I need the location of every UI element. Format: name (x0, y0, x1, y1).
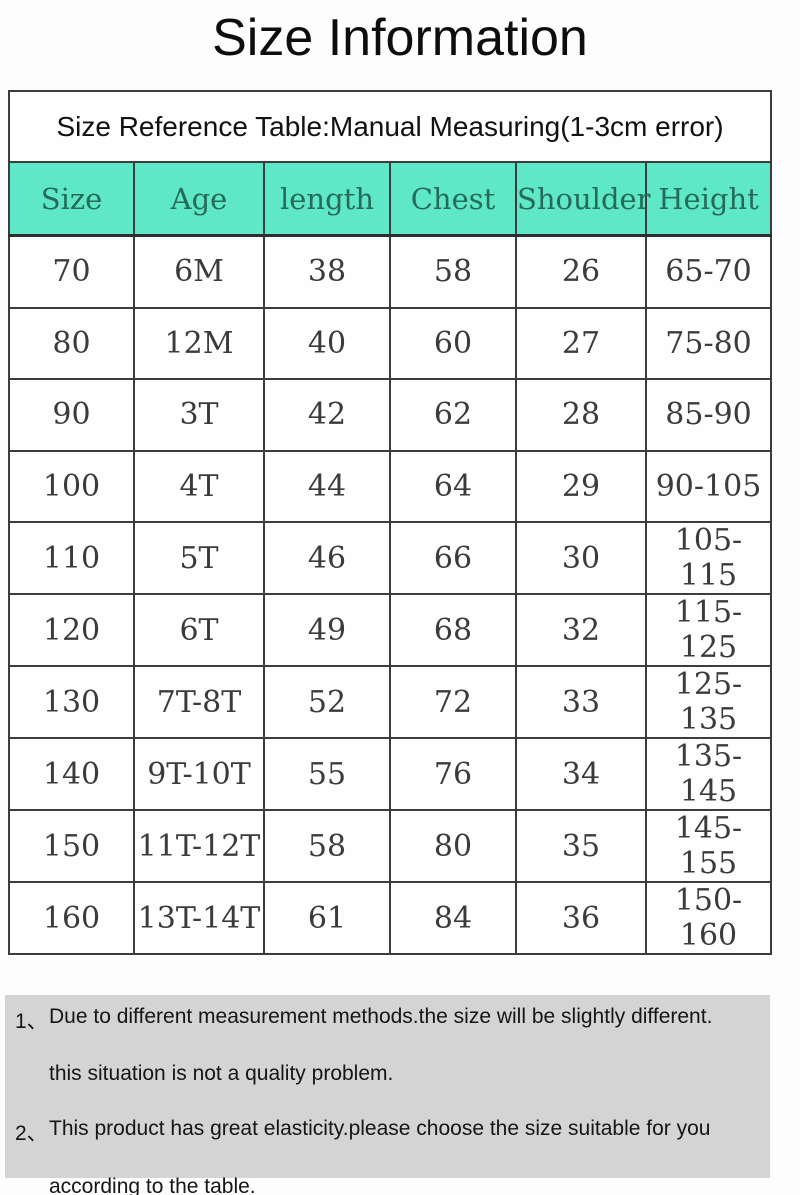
cell-shoulder: 32 (515, 593, 647, 667)
cell-height: 75-80 (644, 306, 773, 380)
note-2-line-1: 2、 This product has great elasticity.ple… (5, 1117, 770, 1147)
column-header-shoulder: Shoulder (515, 161, 651, 237)
table-row: 80 12M 40 60 27 75-80 (8, 306, 773, 380)
cell-height: 65-70 (644, 234, 773, 309)
cell-age: 11T-12T (133, 809, 265, 883)
note-1-line-1: 1、 Due to different measurement methods.… (5, 1005, 770, 1035)
cell-length: 38 (263, 234, 391, 309)
page-title: Size Information (212, 9, 588, 67)
cell-chest: 72 (389, 665, 517, 739)
cell-length: 40 (263, 306, 391, 380)
cell-shoulder: 33 (515, 665, 647, 739)
note-2-text: This product has great elasticity.please… (49, 1117, 711, 1140)
cell-shoulder: 36 (515, 881, 647, 955)
cell-chest: 80 (389, 809, 517, 883)
cell-height: 150-160 (644, 881, 773, 955)
cell-age: 13T-14T (133, 881, 265, 955)
cell-height: 145-155 (644, 809, 773, 883)
cell-shoulder: 26 (515, 234, 647, 309)
table-row: 150 11T-12T 58 80 35 145-155 (8, 809, 773, 883)
cell-chest: 66 (389, 521, 517, 595)
column-header-age: Age (133, 161, 265, 237)
column-header-length: length (263, 161, 391, 237)
table-row: 140 9T-10T 55 76 34 135-145 (8, 737, 773, 811)
note-2-marker: 2、 (15, 1122, 48, 1145)
cell-height: 135-145 (644, 737, 773, 811)
table-row: 90 3T 42 62 28 85-90 (8, 378, 773, 452)
cell-size: 110 (8, 521, 135, 595)
note-1-line-2: this situation is not a quality problem. (5, 1062, 770, 1086)
cell-length: 61 (263, 881, 391, 955)
table-caption: Size Reference Table:Manual Measuring(1-… (7, 90, 773, 163)
cell-shoulder: 29 (515, 449, 647, 523)
cell-chest: 84 (389, 881, 517, 955)
cell-size: 70 (8, 234, 135, 309)
table-header-row: Size Age length Chest Shoulder Height (8, 161, 773, 237)
cell-size: 130 (8, 665, 135, 739)
cell-shoulder: 27 (515, 306, 647, 380)
cell-height: 85-90 (644, 378, 773, 452)
cell-shoulder: 35 (515, 809, 647, 883)
cell-age: 5T (133, 521, 265, 595)
cell-chest: 68 (389, 593, 517, 667)
notes-panel: 1、 Due to different measurement methods.… (5, 995, 770, 1195)
cell-age: 3T (133, 378, 265, 452)
column-header-chest: Chest (389, 161, 517, 237)
cell-chest: 64 (389, 449, 517, 523)
cell-length: 44 (263, 449, 391, 523)
cell-age: 6M (133, 234, 265, 309)
table-row: 110 5T 46 66 30 105-115 (8, 521, 773, 595)
cell-size: 120 (8, 593, 135, 667)
table-row: 120 6T 49 68 32 115-125 (8, 593, 773, 667)
cell-chest: 76 (389, 737, 517, 811)
column-header-size: Size (8, 161, 135, 237)
cell-length: 58 (263, 809, 391, 883)
cell-size: 160 (8, 881, 135, 955)
note-1-text: Due to different measurement methods.the… (49, 1005, 713, 1028)
size-reference-table: Size Reference Table:Manual Measuring(1-… (7, 90, 773, 955)
cell-shoulder: 34 (515, 737, 647, 811)
cell-size: 150 (8, 809, 135, 883)
cell-age: 9T-10T (133, 737, 265, 811)
cell-age: 6T (133, 593, 265, 667)
table-row: 130 7T-8T 52 72 33 125-135 (8, 665, 773, 739)
note-2-text-continued: according to the table. (49, 1175, 256, 1195)
table-row: 160 13T-14T 61 84 36 150-160 (8, 881, 773, 955)
cell-age: 7T-8T (133, 665, 265, 739)
note-2-line-2: according to the table. (5, 1175, 770, 1195)
table-row: 100 4T 44 64 29 90-105 (8, 449, 773, 523)
table-caption-row: Size Reference Table:Manual Measuring(1-… (7, 90, 773, 163)
cell-shoulder: 28 (515, 378, 647, 452)
note-1-marker: 1、 (15, 1010, 48, 1033)
cell-shoulder: 30 (515, 521, 647, 595)
cell-chest: 62 (389, 378, 517, 452)
cell-age: 4T (133, 449, 265, 523)
cell-length: 55 (263, 737, 391, 811)
cell-length: 52 (263, 665, 391, 739)
cell-height: 105-115 (644, 521, 773, 595)
table-row: 70 6M 38 58 26 65-70 (8, 234, 773, 309)
cell-length: 49 (263, 593, 391, 667)
note-1-text-continued: this situation is not a quality problem. (49, 1062, 394, 1085)
column-header-height: Height (644, 161, 773, 237)
cell-length: 46 (263, 521, 391, 595)
cell-size: 80 (8, 306, 135, 380)
cell-age: 12M (133, 306, 265, 380)
cell-size: 90 (8, 378, 135, 452)
cell-height: 125-135 (644, 665, 773, 739)
cell-chest: 60 (389, 306, 517, 380)
cell-length: 42 (263, 378, 391, 452)
cell-height: 115-125 (644, 593, 773, 667)
cell-height: 90-105 (644, 449, 773, 523)
cell-chest: 58 (389, 234, 517, 309)
cell-size: 100 (8, 449, 135, 523)
cell-size: 140 (8, 737, 135, 811)
